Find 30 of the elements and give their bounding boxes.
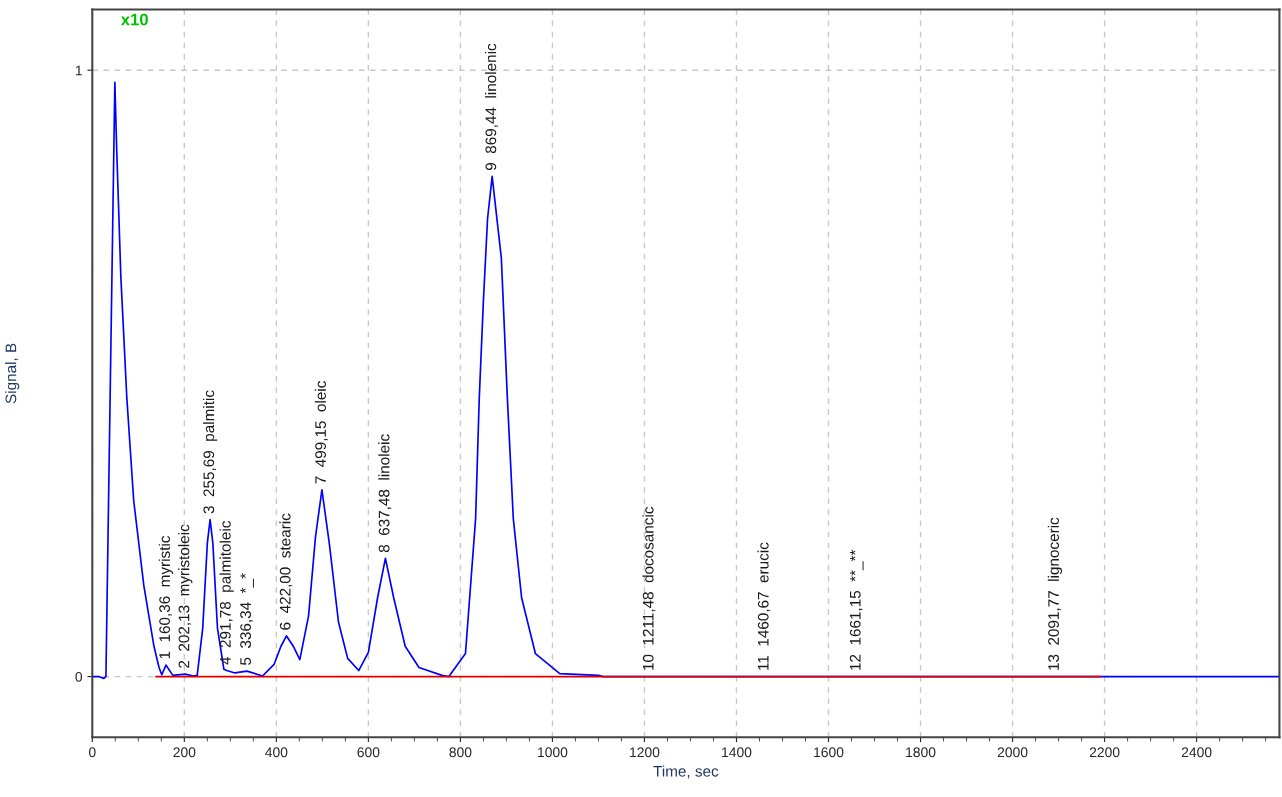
annotation: 1 160,36 myristic [158, 535, 174, 659]
annotation: 11 1460,67 erucic [757, 542, 771, 670]
annotation: 8 637,48 linoleic [378, 434, 392, 553]
x-axis-title: Time, sec [653, 765, 719, 779]
x-tick-label: 1000 [538, 747, 568, 758]
y-tick-label: 1 [75, 65, 82, 76]
annotation: x10 [120, 13, 148, 26]
x-tick-label: 400 [265, 747, 288, 758]
annotation: 3 255,69 palmitic [202, 390, 218, 514]
annotation: 4 291,78 palmitoleic [219, 520, 234, 665]
annotation: 6 422,00 stearic [279, 513, 293, 630]
x-tick-label: 800 [449, 747, 472, 758]
x-tick-label: 1400 [722, 747, 752, 758]
x-tick-label: 2200 [1089, 747, 1120, 758]
annotation: 2 202,13 myristoleic [178, 524, 193, 668]
annotation: 12 1661,15 **_** [849, 549, 864, 670]
y-axis-title: Signal, B [5, 343, 20, 404]
annotation: 5 336,34 *_* [240, 573, 254, 665]
x-tick-label: 1600 [814, 747, 844, 758]
annotation: 13 2091,77 lignoceric [1047, 517, 1063, 670]
x-tick-label: 0 [88, 747, 96, 758]
annotation: 10 1211,48 docosancic [642, 506, 656, 670]
annotation: 7 499,15 oleic [314, 381, 328, 484]
annotation: 9 869,44 linolenic [485, 43, 499, 171]
x-tick-label: 200 [173, 747, 196, 758]
x-tick-label: 600 [357, 747, 380, 758]
x-tick-label: 2400 [1181, 747, 1212, 758]
x-tick-label: 2000 [997, 747, 1028, 758]
x-tick-label: 1800 [906, 747, 936, 758]
x-tick-label: 1200 [630, 747, 660, 758]
